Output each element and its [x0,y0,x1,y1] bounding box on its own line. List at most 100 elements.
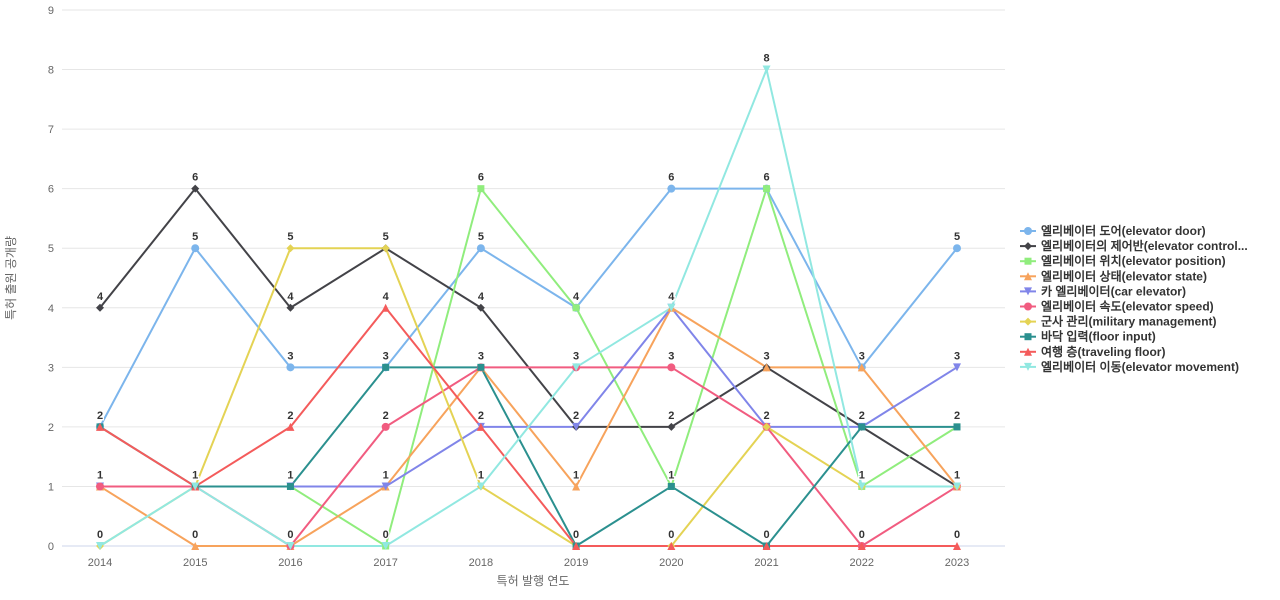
legend-label: 군사 관리(military management) [1041,314,1217,329]
data-point[interactable] [191,482,200,491]
legend-item-9[interactable]: 엘리베이터 이동(elevator movement) [1020,359,1239,374]
series-line-6 [99,247,958,547]
data-point[interactable] [191,184,200,193]
data-point[interactable] [96,422,104,431]
y-tick-label: 3 [48,362,54,374]
data-point[interactable] [191,542,200,550]
x-tick-label: 2018 [469,557,493,569]
data-point[interactable] [286,422,295,431]
data-label: 2 [763,410,769,422]
data-point[interactable] [762,542,771,550]
data-label: 1 [954,469,960,481]
data-label: 3 [478,350,484,362]
data-point[interactable] [858,423,866,431]
data-point[interactable] [572,482,581,491]
data-label: 1 [668,469,674,481]
data-label: 6 [763,172,769,184]
data-label: 2 [954,410,960,422]
legend-item-7[interactable]: 바닥 입력(floor input) [1020,329,1156,344]
data-point[interactable] [476,422,485,431]
data-point[interactable] [953,363,961,372]
data-point[interactable] [572,363,581,372]
data-label: 2 [859,410,865,422]
data-point[interactable] [286,482,294,490]
data-label: 1 [478,469,484,481]
legend-item-1[interactable]: 엘리베이터의 제어반(elevator control... [1020,238,1248,253]
data-point[interactable] [667,184,676,193]
data-point[interactable] [667,422,676,431]
data-point[interactable] [477,363,485,371]
data-label: 2 [859,410,865,422]
data-point[interactable] [572,422,581,431]
data-point[interactable] [96,482,104,491]
data-point[interactable] [572,304,580,312]
data-label: 1 [192,469,198,481]
data-point[interactable] [953,423,961,431]
data-point[interactable] [476,244,485,253]
data-label: 6 [763,172,769,184]
data-point[interactable] [286,363,295,372]
data-label: 2 [478,410,484,422]
data-label: 4 [287,291,294,303]
x-tick-label: 2019 [564,557,588,569]
y-tick-label: 1 [48,481,54,493]
data-point[interactable] [667,363,676,372]
data-point[interactable] [381,303,390,312]
data-point[interactable] [476,482,485,491]
data-point[interactable] [286,542,295,550]
data-label: 4 [573,291,580,303]
x-tick-label: 2014 [88,557,112,569]
data-point[interactable] [953,244,961,253]
data-point[interactable] [381,482,390,491]
legend-item-0[interactable]: 엘리베이터 도어(elevator door) [1020,223,1206,238]
data-point[interactable] [96,303,104,312]
data-label: 0 [859,529,865,541]
legend-label: 엘리베이터 속도(elevator speed) [1041,299,1214,314]
data-point[interactable] [476,303,485,312]
legend-item-8[interactable]: 여행 층(traveling floor) [1020,344,1165,359]
data-point[interactable] [667,482,675,490]
y-axis-title: 특허 출원 공개량 [4,236,18,320]
data-label: 4 [97,291,104,303]
data-point[interactable] [286,244,295,253]
data-label: 6 [192,172,198,184]
data-label: 4 [668,291,675,303]
data-point[interactable] [667,303,676,312]
data-label: 6 [668,172,674,184]
data-label: 1 [383,469,389,481]
legend-item-4[interactable]: 카 엘리베이터(car elevator) [1020,283,1186,298]
data-point[interactable] [857,363,866,372]
series-line-7 [99,366,958,547]
data-point[interactable] [381,422,390,431]
legend-item-3[interactable]: 엘리베이터 상태(elevator state) [1020,268,1207,283]
data-label: 0 [668,529,674,541]
data-point[interactable] [381,244,390,253]
data-point[interactable] [953,542,961,550]
legend-item-6[interactable]: 군사 관리(military management) [1020,314,1217,329]
data-label: 3 [763,350,769,362]
data-point[interactable] [857,542,866,550]
legend-item-2[interactable]: 엘리베이터 위치(elevator position) [1020,253,1226,268]
legend-label: 엘리베이터 위치(elevator position) [1041,253,1226,268]
data-point[interactable] [762,422,771,431]
data-point[interactable] [762,65,771,74]
data-point[interactable] [667,542,676,550]
data-point[interactable] [477,185,485,193]
data-point[interactable] [953,482,961,491]
data-label: 1 [954,469,960,481]
series-line-8 [99,306,958,547]
data-point[interactable] [382,363,390,371]
y-tick-label: 7 [48,124,54,136]
data-point[interactable] [763,185,771,193]
data-point[interactable] [286,303,295,312]
data-label: 3 [573,350,579,362]
data-point[interactable] [762,363,771,372]
data-point[interactable] [191,244,200,253]
data-point[interactable] [857,482,866,491]
data-point[interactable] [96,542,104,550]
data-point[interactable] [381,542,390,550]
data-label: 2 [573,410,579,422]
legend-item-5[interactable]: 엘리베이터 속도(elevator speed) [1020,299,1214,314]
data-point[interactable] [572,542,581,550]
